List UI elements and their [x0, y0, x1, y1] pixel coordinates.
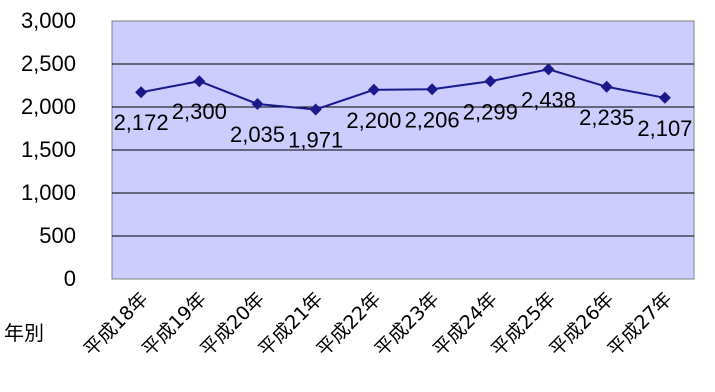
y-tick-label: 500: [39, 223, 76, 248]
data-point-marker: [309, 103, 322, 116]
y-tick-label: 1,000: [21, 180, 76, 205]
data-point-marker: [251, 97, 264, 110]
data-label: 2,172: [114, 110, 169, 135]
data-point-marker: [600, 80, 613, 93]
gridlines: [112, 63, 694, 237]
series-line: [135, 63, 671, 116]
y-tick-label: 2,500: [21, 51, 76, 76]
data-label: 2,200: [346, 108, 401, 133]
data-point-marker: [542, 63, 555, 76]
y-tick-label: 1,500: [21, 137, 76, 162]
x-axis-ticks: 平成18年平成19年平成20年平成21年平成22年平成23年平成24年平成25年…: [80, 288, 677, 361]
data-point-marker: [193, 75, 206, 88]
x-axis-label: 年別: [4, 321, 44, 345]
data-label: 2,107: [637, 116, 692, 141]
data-point-marker: [484, 75, 497, 88]
data-point-marker: [658, 91, 671, 104]
data-label: 2,438: [521, 87, 576, 112]
series-line-path: [140, 68, 666, 111]
y-tick-label: 0: [64, 266, 76, 291]
data-label: 2,235: [579, 105, 634, 130]
data-point-marker: [367, 83, 380, 96]
data-label: 2,035: [230, 122, 285, 147]
data-point-marker: [135, 86, 148, 99]
data-point-marker: [426, 83, 439, 96]
x-tick-label: 平成27年: [603, 288, 676, 361]
y-axis-ticks: 0 500 1,000 1,500 2,000 2,500 3,000: [21, 8, 76, 291]
y-tick-label: 2,000: [21, 94, 76, 119]
data-label: 2,300: [172, 99, 227, 124]
data-label: 2,299: [463, 99, 518, 124]
data-label: 2,206: [405, 107, 460, 132]
data-label: 1,971: [288, 127, 343, 152]
y-tick-label: 3,000: [21, 8, 76, 33]
